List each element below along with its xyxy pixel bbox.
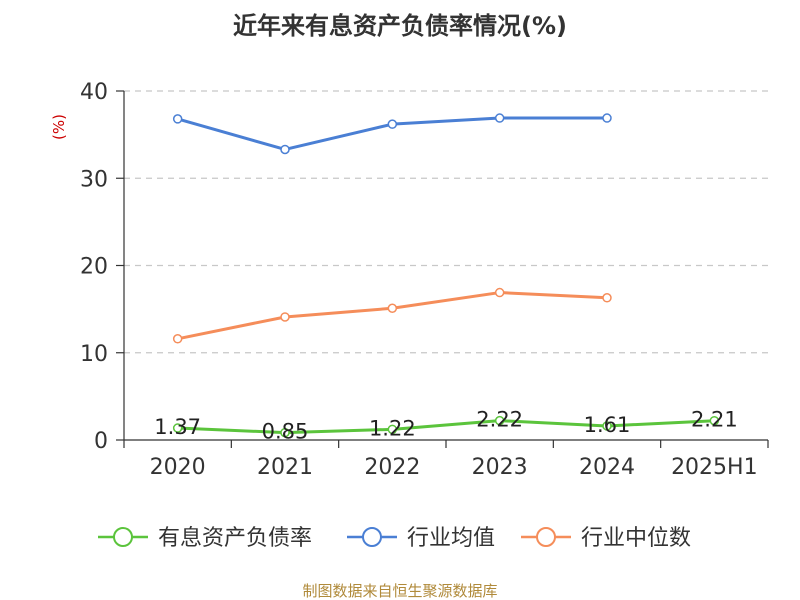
x-tick-label: 2020	[150, 455, 206, 480]
series-point-2	[602, 293, 612, 303]
x-tick-label: 2021	[257, 455, 313, 480]
y-axis-unit-label: (%)	[50, 114, 68, 140]
series-line-0	[177, 419, 715, 435]
x-tick-label: 2025H1	[671, 455, 758, 480]
series-point-2	[280, 312, 290, 322]
data-label: 1.22	[369, 416, 416, 440]
legend-label-2: 行业中位数	[581, 526, 691, 551]
data-source-note: 制图数据来自恒生聚源数据库	[302, 582, 497, 600]
series-lines	[172, 113, 720, 438]
data-labels: 1.37 0.85 1.22 2.22 1.61 2.21	[154, 408, 737, 444]
series-point-0	[494, 415, 505, 426]
series-line-2	[177, 291, 608, 341]
data-label: 2.22	[476, 408, 523, 432]
series-point-1	[494, 113, 505, 123]
series-point-1	[602, 113, 612, 123]
legend-marker-0	[113, 527, 133, 547]
legend-marker-2	[536, 527, 556, 547]
legend-label-0: 有息资产负债率	[158, 526, 312, 551]
y-tick-label: 40	[80, 80, 108, 105]
data-label: 1.37	[154, 415, 201, 439]
data-label: 0.85	[262, 420, 309, 444]
series-point-1	[280, 144, 290, 155]
gridlines	[124, 90, 768, 354]
data-label: 2.21	[691, 408, 738, 432]
data-label: 1.61	[584, 413, 631, 437]
y-tick-label: 20	[80, 255, 108, 280]
legend-marker-1	[362, 527, 382, 547]
x-tick-label: 2022	[364, 455, 420, 480]
y-tick-label: 30	[80, 167, 108, 192]
series-point-2	[172, 334, 183, 344]
series-point-1	[172, 114, 183, 124]
series-point-1	[387, 119, 398, 129]
legend-label-1: 行业均值	[407, 526, 495, 551]
series-point-0	[387, 424, 398, 435]
legend: 有息资产负债率 行业均值 行业中位数	[98, 526, 691, 551]
chart-title: 近年来有息资产负债率情况(%)	[233, 12, 567, 40]
x-tick-label: 2023	[472, 455, 528, 480]
series-point-0	[172, 423, 183, 433]
series-point-2	[387, 303, 398, 314]
series-point-0	[709, 415, 720, 426]
y-tick-label: 10	[80, 342, 108, 367]
series-point-0	[280, 427, 290, 438]
x-tick-label: 2024	[579, 455, 635, 480]
y-tick-label: 0	[94, 429, 108, 454]
axes: 0 10 20 30 40 2020 2021 2022 2023 2024 2025H1	[80, 80, 769, 480]
series-point-0	[602, 421, 612, 431]
series-point-2	[494, 287, 505, 298]
